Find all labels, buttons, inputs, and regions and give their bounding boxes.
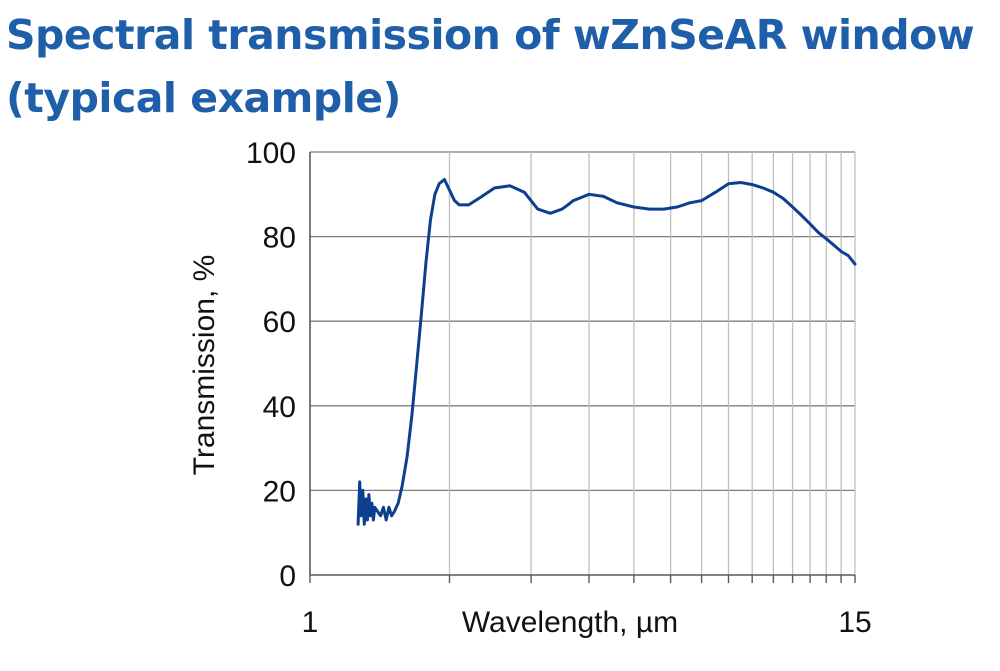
y-tick-label-40: 40 <box>263 391 296 424</box>
axis-labels: Wavelength, µm Transmission, % 0 20 40 60 80… <box>188 137 872 639</box>
axes <box>309 152 856 583</box>
y-tick-label-20: 20 <box>263 475 296 508</box>
series-line-1 <box>356 178 857 526</box>
chart-title-line-2: (typical example) <box>6 74 401 122</box>
x-tick-label-1: 1 <box>302 606 319 639</box>
y-tick-label-0: 0 <box>279 560 296 593</box>
y-tick-label-60: 60 <box>263 306 296 339</box>
gridlines <box>310 151 855 575</box>
y-tick-label-100: 100 <box>246 137 296 170</box>
y-axis-title: Transmission, % <box>188 255 221 476</box>
x-tick-label-15: 15 <box>838 606 871 639</box>
series-layer <box>356 178 857 526</box>
chart-title-line-1: Spectral transmission of wZnSeAR window <box>6 11 975 59</box>
x-axis-title: Wavelength, µm <box>462 606 678 639</box>
chart-title: Spectral transmission of wZnSeAR window … <box>6 4 996 130</box>
y-tick-label-80: 80 <box>263 222 296 255</box>
